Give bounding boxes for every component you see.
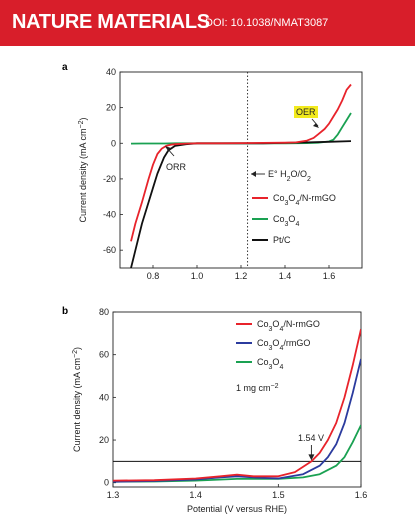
x-tick-label: 1.0 — [191, 271, 204, 281]
x-tick-label: 1.6 — [355, 490, 368, 500]
legend-label: Co3O4 — [273, 214, 299, 228]
journal-banner: NATURE MATERIALS DOI: 10.1038/NMAT3087 — [0, 0, 415, 46]
series-group — [113, 328, 361, 483]
series-line — [113, 358, 361, 483]
potential-label: 1.54 V — [298, 433, 324, 443]
chart-b: b 1.3 1.4 1.5 1.6 0 20 40 60 80 Potential (V versu… — [62, 306, 368, 514]
x-tick-label: 1.2 — [235, 271, 248, 281]
x-axis-label: Potential (V versus RHE) — [187, 504, 287, 514]
y-axis-label: Current density (mA cm−2) — [72, 347, 83, 452]
orr-arrowhead — [165, 146, 171, 151]
x-tick-label: 1.4 — [279, 271, 292, 281]
y-tick-label: 40 — [106, 67, 116, 77]
vline-arrowhead — [251, 171, 256, 177]
y-tick-label: 60 — [99, 350, 109, 360]
journal-doi: DOI: 10.1038/NMAT3087 — [205, 17, 329, 29]
x-tick-label: 1.5 — [272, 490, 285, 500]
plot-frame — [119, 71, 363, 269]
legend-label: Co3O4/N-rmGO — [257, 319, 320, 333]
legend-label: Pt/C — [273, 235, 291, 245]
orr-label: ORR — [166, 162, 187, 172]
plot-frame — [112, 311, 362, 488]
y-tick-label: 0 — [104, 478, 109, 488]
y-tick-label: 20 — [99, 435, 109, 445]
y-tick-label: 40 — [99, 392, 109, 402]
legend-label: Co3O4/rmGO — [257, 338, 310, 352]
journal-title: NATURE MATERIALS — [12, 11, 210, 33]
y-tick-label: 0 — [111, 138, 116, 148]
y-axis-label: Current density (mA cm−2) — [78, 117, 89, 222]
legend-label: Co3O4/N-rmGO — [273, 193, 336, 207]
y-tick-label: -40 — [103, 210, 116, 220]
x-tick-label: 1.6 — [323, 271, 336, 281]
chart-a: a 0.8 1.0 1.2 1.4 1.6 -60 -40 -20 0 20 40 Potential … — [62, 62, 363, 286]
x-tick-label: 1.4 — [189, 490, 202, 500]
legend-label: Co3O4 — [257, 357, 283, 371]
y-tick-label: 80 — [99, 307, 109, 317]
oer-arrowhead — [313, 123, 319, 128]
panel-label: a — [62, 62, 68, 73]
x-axis-label: Potential (V versus RHE) — [191, 285, 291, 286]
potential-arrowhead — [308, 454, 315, 461]
y-tick-label: 20 — [106, 103, 116, 113]
y-tick-label: -60 — [103, 245, 116, 255]
series-line — [113, 328, 361, 482]
vline-label: E° H2O/O2 — [268, 169, 311, 183]
series-line — [130, 140, 352, 268]
loading-label: 1 mg cm−2 — [236, 383, 279, 394]
y-tick-label: -20 — [103, 174, 116, 184]
series-line — [130, 83, 352, 242]
oer-label: OER — [296, 107, 316, 117]
series-group — [130, 83, 352, 268]
x-tick-label: 0.8 — [147, 271, 160, 281]
x-tick-label: 1.3 — [107, 490, 120, 500]
oer-highlight — [294, 106, 318, 118]
panel-label: b — [62, 306, 68, 317]
